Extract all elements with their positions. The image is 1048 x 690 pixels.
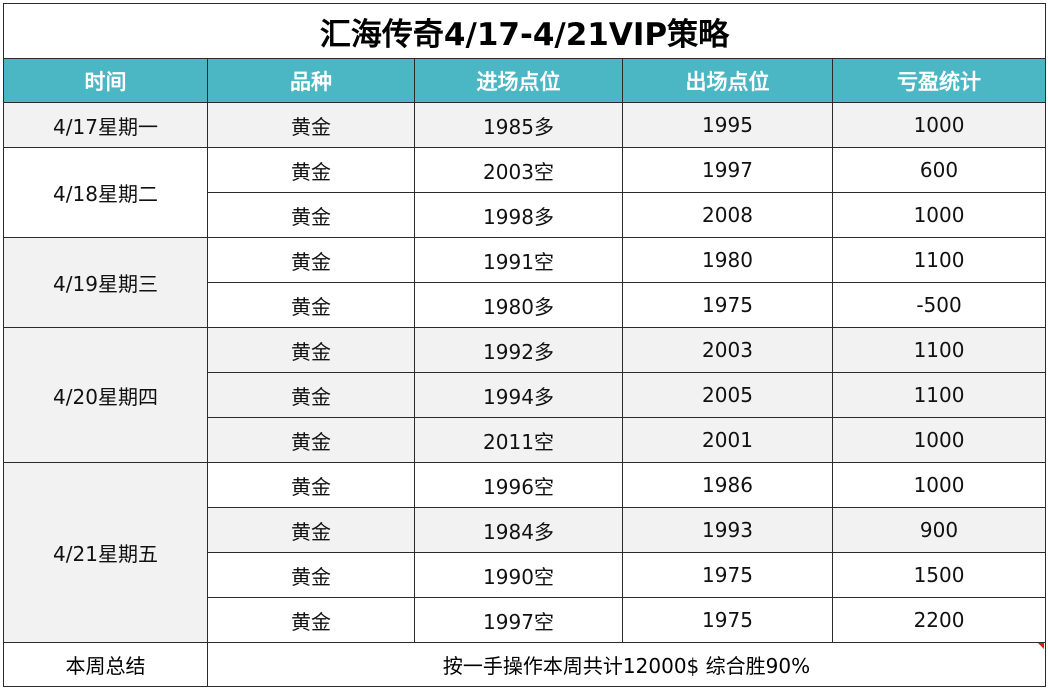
day-cell[interactable]: 4/18星期二 xyxy=(3,147,208,238)
pnl-cell[interactable]: 600 xyxy=(831,147,1047,193)
header-pnl[interactable]: 亏盈统计 xyxy=(831,58,1047,103)
header-entry[interactable]: 进场点位 xyxy=(414,58,623,103)
header-exit[interactable]: 出场点位 xyxy=(622,58,833,103)
product-cell[interactable]: 黄金 xyxy=(207,462,415,508)
summary-label[interactable]: 本周总结 xyxy=(3,642,208,687)
exit-cell[interactable]: 1995 xyxy=(622,102,833,148)
exit-cell[interactable]: 1980 xyxy=(622,237,833,283)
table-row: 黄金 1984多 1993 900 xyxy=(4,507,1047,553)
header-product[interactable]: 品种 xyxy=(207,58,415,103)
day-cell[interactable]: 4/21星期五 xyxy=(3,462,208,643)
product-cell[interactable]: 黄金 xyxy=(207,282,415,328)
header-row: 时间 品种 进场点位 出场点位 亏盈统计 xyxy=(3,58,1047,103)
table-row: 4/17星期一 黄金 1985多 1995 1000 xyxy=(3,102,1047,148)
strategy-table: 汇海传奇4/17-4/21VIP策略 时间 品种 进场点位 出场点位 亏盈统计 … xyxy=(2,3,1047,687)
entry-cell[interactable]: 1998多 xyxy=(414,192,623,238)
table-row: 黄金 1994多 2005 1100 xyxy=(4,372,1047,418)
pnl-cell[interactable]: -500 xyxy=(831,282,1047,328)
product-cell[interactable]: 黄金 xyxy=(207,372,415,418)
entry-cell[interactable]: 1990空 xyxy=(414,552,623,598)
table-row: 4/20星期四 黄金 1992多 2003 1100 xyxy=(3,327,1047,463)
entry-cell[interactable]: 1996空 xyxy=(414,462,623,508)
exit-cell[interactable]: 1975 xyxy=(622,282,833,328)
table-row: 4/21星期五 黄金 1996空 1986 1000 xyxy=(3,462,1047,643)
product-cell[interactable]: 黄金 xyxy=(207,147,415,193)
strategy-sheet: 汇海传奇4/17-4/21VIP策略 时间 品种 进场点位 出场点位 亏盈统计 … xyxy=(2,3,1047,688)
exit-cell[interactable]: 1975 xyxy=(622,597,833,643)
pnl-cell[interactable]: 1000 xyxy=(831,192,1047,238)
table-body: 4/17星期一 黄金 1985多 1995 1000 4/18星期二 黄金 2003空 1997… xyxy=(3,102,1047,643)
entry-cell[interactable]: 1997空 xyxy=(414,597,623,643)
exit-cell[interactable]: 2005 xyxy=(622,372,833,418)
product-cell[interactable]: 黄金 xyxy=(207,102,415,148)
entry-cell[interactable]: 1985多 xyxy=(414,102,623,148)
product-cell[interactable]: 黄金 xyxy=(207,192,415,238)
product-cell[interactable]: 黄金 xyxy=(207,507,415,553)
product-cell[interactable]: 黄金 xyxy=(207,552,415,598)
product-cell[interactable]: 黄金 xyxy=(207,237,415,283)
pnl-cell[interactable]: 1000 xyxy=(831,462,1047,508)
entry-cell[interactable]: 1994多 xyxy=(414,372,623,418)
pnl-cell[interactable]: 900 xyxy=(831,507,1047,553)
pnl-cell[interactable]: 1100 xyxy=(831,327,1047,373)
table-row: 黄金 1990空 1975 1500 xyxy=(4,552,1047,598)
table-row: 4/18星期二 黄金 2003空 1997 600 xyxy=(3,147,1047,238)
product-cell[interactable]: 黄金 xyxy=(207,327,415,373)
entry-cell[interactable]: 2003空 xyxy=(414,147,623,193)
exit-cell[interactable]: 1997 xyxy=(622,147,833,193)
sheet-title[interactable]: 汇海传奇4/17-4/21VIP策略 xyxy=(2,3,1047,59)
entry-cell[interactable]: 1992多 xyxy=(414,327,623,373)
comment-indicator-icon xyxy=(1038,643,1044,649)
table-row: 黄金 1980多 1975 -500 xyxy=(4,282,1047,328)
pnl-cell[interactable]: 1000 xyxy=(831,417,1047,463)
pnl-cell[interactable]: 1000 xyxy=(831,102,1047,148)
pnl-cell[interactable]: 2200 xyxy=(831,597,1047,643)
pnl-cell[interactable]: 1100 xyxy=(831,372,1047,418)
entry-cell[interactable]: 1984多 xyxy=(414,507,623,553)
exit-cell[interactable]: 1993 xyxy=(622,507,833,553)
pnl-cell[interactable]: 1500 xyxy=(831,552,1047,598)
day-cell[interactable]: 4/17星期一 xyxy=(3,102,208,148)
exit-cell[interactable]: 2003 xyxy=(622,327,833,373)
summary-row: 本周总结 按一手操作本周共计12000$ 综合胜90% xyxy=(3,642,1047,687)
entry-cell[interactable]: 1991空 xyxy=(414,237,623,283)
exit-cell[interactable]: 2008 xyxy=(622,192,833,238)
entry-cell[interactable]: 2011空 xyxy=(414,417,623,463)
table-row: 黄金 1998多 2008 1000 xyxy=(4,192,1047,238)
summary-text[interactable]: 按一手操作本周共计12000$ 综合胜90% xyxy=(206,642,1047,687)
entry-cell[interactable]: 1980多 xyxy=(414,282,623,328)
exit-cell[interactable]: 1975 xyxy=(622,552,833,598)
day-cell[interactable]: 4/19星期三 xyxy=(3,237,208,328)
pnl-cell[interactable]: 1100 xyxy=(831,237,1047,283)
day-cell[interactable]: 4/20星期四 xyxy=(3,327,208,463)
exit-cell[interactable]: 1986 xyxy=(622,462,833,508)
product-cell[interactable]: 黄金 xyxy=(207,417,415,463)
product-cell[interactable]: 黄金 xyxy=(207,597,415,643)
exit-cell[interactable]: 2001 xyxy=(622,417,833,463)
table-row: 黄金 1997空 1975 2200 xyxy=(4,597,1047,643)
header-time[interactable]: 时间 xyxy=(3,58,208,103)
table-row: 4/19星期三 黄金 1991空 1980 1100 xyxy=(3,237,1047,328)
